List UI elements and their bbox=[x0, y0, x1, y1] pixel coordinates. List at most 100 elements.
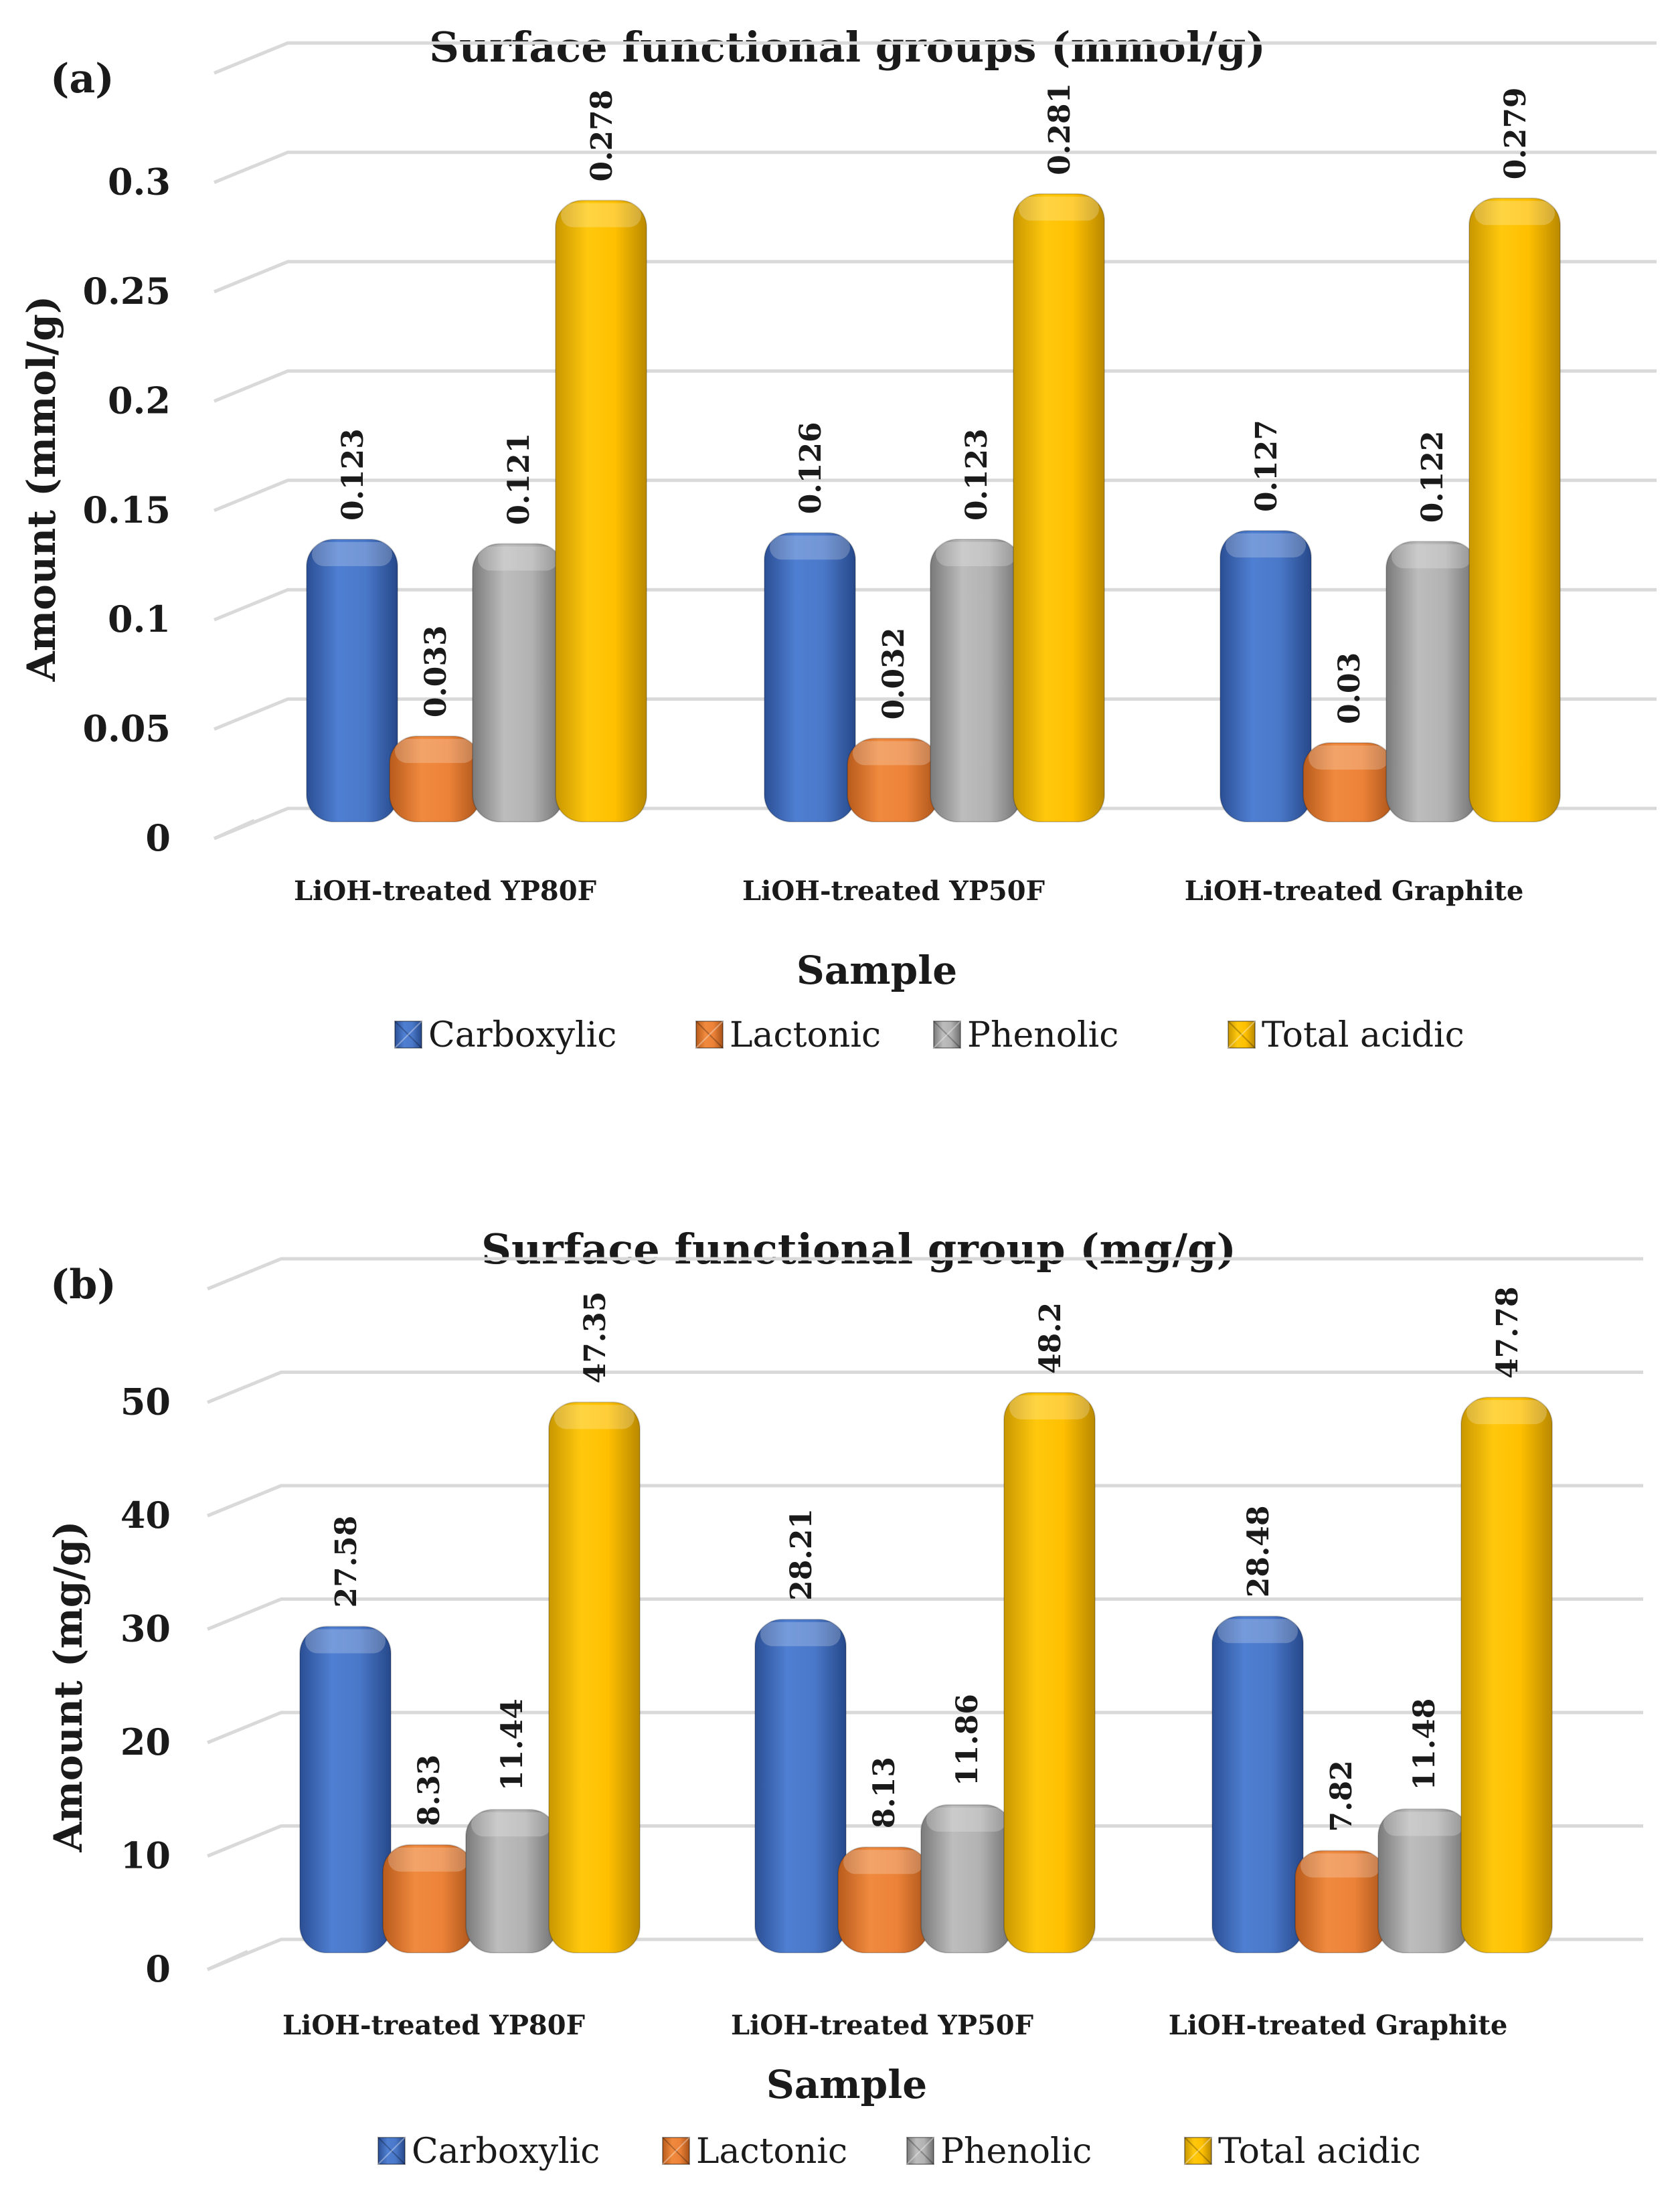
bars bbox=[306, 193, 1561, 823]
legend-swatch-bevel bbox=[933, 1021, 961, 1049]
bar-body bbox=[548, 1401, 641, 1953]
data-label: 11.86 bbox=[950, 1694, 985, 1786]
legend-label: Carboxylic bbox=[412, 2131, 600, 2172]
gridline bbox=[214, 478, 1657, 513]
chart-title: Surface functional groups (mmol/g) bbox=[429, 23, 1266, 72]
y-tick-label: 0.25 bbox=[82, 270, 171, 313]
y-tick-label: 10 bbox=[120, 1834, 171, 1877]
legend-label: Lactonic bbox=[730, 1015, 881, 1055]
x-category-label: LiOH-treated Graphite bbox=[1185, 875, 1524, 907]
bar-highlight bbox=[760, 1622, 841, 1646]
data-label: 11.44 bbox=[495, 1698, 529, 1791]
panel-label: (b) bbox=[50, 1261, 116, 1308]
data-label: 0.281 bbox=[1043, 83, 1077, 175]
bar-body bbox=[1385, 541, 1478, 823]
data-label: 0.279 bbox=[1499, 87, 1533, 179]
legend-label: Lactonic bbox=[696, 2131, 847, 2172]
chart-title: Surface functional group (mg/g) bbox=[481, 1225, 1236, 1274]
bar bbox=[472, 543, 564, 823]
bar bbox=[1013, 193, 1105, 822]
data-label: 28.21 bbox=[784, 1508, 819, 1601]
legend: Carboxylic Lactonic Phenolic Total acidic bbox=[394, 1015, 1464, 1055]
y-axis-title: Amount (mg/g) bbox=[46, 1521, 91, 1853]
bar-highlight bbox=[554, 1405, 635, 1429]
gridline bbox=[207, 1824, 1643, 1858]
bar bbox=[1468, 197, 1561, 822]
axis-floor bbox=[213, 818, 256, 841]
panel-label: (a) bbox=[50, 56, 114, 102]
gridlines bbox=[213, 41, 1657, 841]
bar bbox=[389, 735, 481, 823]
legend-swatch bbox=[377, 2137, 406, 2165]
legend-swatch-bevel bbox=[695, 1021, 724, 1049]
legend-swatch-bevel bbox=[695, 1021, 724, 1049]
data-label: 0.127 bbox=[1250, 420, 1284, 512]
data-label: 0.032 bbox=[877, 628, 911, 720]
bar bbox=[465, 1809, 558, 1954]
legend-swatch bbox=[394, 1021, 422, 1049]
data-label: 8.13 bbox=[867, 1757, 902, 1828]
legend-swatch-bevel bbox=[906, 2137, 934, 2165]
x-axis-categories: LiOH-treated YP80F LiOH-treated YP50F LiOH… bbox=[282, 2010, 1507, 2041]
legend-item: Carboxylic bbox=[377, 2131, 600, 2172]
data-label: 7.82 bbox=[1325, 1760, 1359, 1832]
bar-highlight bbox=[561, 203, 641, 228]
legend: Carboxylic Lactonic Phenolic Total acidic bbox=[377, 2131, 1421, 2172]
x-category-label: LiOH-treated YP80F bbox=[294, 875, 596, 907]
legend-item: Lactonic bbox=[662, 2131, 847, 2172]
legend-item: Total acidic bbox=[1184, 2131, 1421, 2172]
legend-swatch bbox=[662, 2137, 690, 2165]
gridline bbox=[207, 1484, 1643, 1518]
data-label: 48.2 bbox=[1033, 1302, 1068, 1374]
data-label: 8.33 bbox=[412, 1755, 446, 1826]
bars bbox=[299, 1392, 1553, 1954]
bar bbox=[847, 737, 939, 822]
bar-highlight bbox=[1019, 196, 1099, 221]
bar-highlight bbox=[853, 741, 933, 766]
legend-swatch bbox=[1228, 1021, 1256, 1049]
y-tick-label: 0.15 bbox=[82, 489, 171, 531]
bar-body bbox=[764, 532, 856, 822]
gridline bbox=[207, 1711, 1643, 1745]
data-labels: 27.58 28.21 28.48 8.33 8.13 7.82 11.44 11.86 11.… bbox=[329, 1286, 1525, 1832]
legend-label: Phenolic bbox=[940, 2131, 1092, 2172]
legend-swatch-bevel bbox=[662, 2137, 690, 2165]
data-label: 27.58 bbox=[329, 1516, 363, 1608]
gridline bbox=[214, 588, 1657, 622]
data-label: 0.123 bbox=[336, 428, 370, 521]
bar bbox=[382, 1844, 475, 1953]
legend-swatch bbox=[1184, 2137, 1212, 2165]
bar-highlight bbox=[312, 542, 392, 567]
legend-item: Phenolic bbox=[933, 1015, 1118, 1055]
legend-swatch bbox=[906, 2137, 934, 2165]
y-axis-title: Amount (mmol/g) bbox=[19, 296, 64, 682]
data-label: 0.121 bbox=[502, 433, 536, 525]
bar-body bbox=[1013, 193, 1105, 822]
y-tick-label: 50 bbox=[120, 1381, 171, 1423]
bar-highlight bbox=[478, 546, 558, 571]
bar-body bbox=[930, 539, 1022, 822]
gridlines bbox=[206, 1257, 1643, 1972]
gridline bbox=[214, 41, 1657, 75]
gridline bbox=[214, 369, 1657, 403]
axis-floor bbox=[206, 1949, 249, 1972]
bar-highlight bbox=[770, 535, 850, 560]
y-tick-label: 0.3 bbox=[108, 161, 171, 203]
bar bbox=[764, 532, 856, 822]
data-label: 0.03 bbox=[1333, 652, 1367, 724]
bar-highlight bbox=[388, 1847, 469, 1872]
gridline bbox=[207, 1257, 1643, 1291]
gridline bbox=[214, 697, 1657, 731]
bar-highlight bbox=[843, 1850, 924, 1874]
bar-highlight bbox=[926, 1807, 1007, 1832]
gridline bbox=[207, 1371, 1643, 1404]
bar bbox=[299, 1626, 392, 1954]
gridline bbox=[214, 151, 1657, 184]
bar bbox=[555, 199, 647, 823]
legend-swatch-bevel bbox=[1184, 2137, 1212, 2165]
bar bbox=[1294, 1850, 1387, 1953]
y-tick-label: 0.2 bbox=[108, 379, 171, 422]
legend-label: Total acidic bbox=[1262, 1015, 1464, 1055]
bar-body bbox=[299, 1626, 392, 1954]
bar-body bbox=[472, 543, 564, 823]
